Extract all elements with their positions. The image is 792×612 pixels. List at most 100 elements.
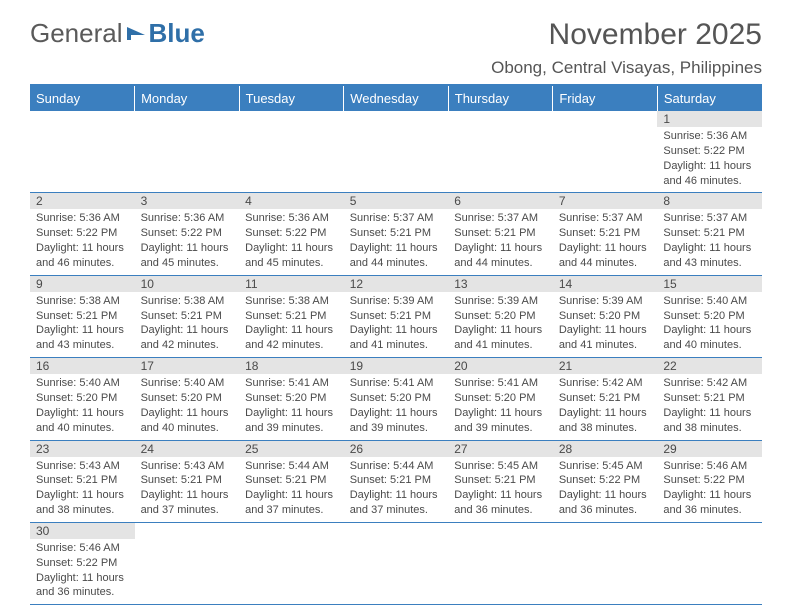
calendar-cell: 24Sunrise: 5:43 AMSunset: 5:21 PMDayligh… — [135, 440, 240, 522]
day-details: Sunrise: 5:44 AMSunset: 5:21 PMDaylight:… — [344, 457, 449, 522]
calendar-cell: 29Sunrise: 5:46 AMSunset: 5:22 PMDayligh… — [657, 440, 762, 522]
calendar-cell: 27Sunrise: 5:45 AMSunset: 5:21 PMDayligh… — [448, 440, 553, 522]
day-number: 10 — [135, 276, 240, 292]
day-number: 15 — [657, 276, 762, 292]
day-number: 21 — [553, 358, 658, 374]
calendar-table: Sunday Monday Tuesday Wednesday Thursday… — [30, 86, 762, 605]
day-number: 18 — [239, 358, 344, 374]
calendar-cell: 4Sunrise: 5:36 AMSunset: 5:22 PMDaylight… — [239, 193, 344, 275]
calendar-cell: 5Sunrise: 5:37 AMSunset: 5:21 PMDaylight… — [344, 193, 449, 275]
calendar-cell — [553, 522, 658, 604]
calendar-cell: 9Sunrise: 5:38 AMSunset: 5:21 PMDaylight… — [30, 275, 135, 357]
calendar-cell: 19Sunrise: 5:41 AMSunset: 5:20 PMDayligh… — [344, 358, 449, 440]
calendar-cell: 8Sunrise: 5:37 AMSunset: 5:21 PMDaylight… — [657, 193, 762, 275]
day-details: Sunrise: 5:36 AMSunset: 5:22 PMDaylight:… — [239, 209, 344, 274]
calendar-week-row: 30Sunrise: 5:46 AMSunset: 5:22 PMDayligh… — [30, 522, 762, 604]
day-details: Sunrise: 5:39 AMSunset: 5:20 PMDaylight:… — [448, 292, 553, 357]
day-details: Sunrise: 5:39 AMSunset: 5:20 PMDaylight:… — [553, 292, 658, 357]
day-number: 6 — [448, 193, 553, 209]
title-block: November 2025 Obong, Central Visayas, Ph… — [491, 18, 762, 78]
weekday-header: Wednesday — [344, 86, 449, 111]
day-details: Sunrise: 5:46 AMSunset: 5:22 PMDaylight:… — [30, 539, 135, 604]
calendar-cell: 7Sunrise: 5:37 AMSunset: 5:21 PMDaylight… — [553, 193, 658, 275]
calendar-week-row: 1Sunrise: 5:36 AMSunset: 5:22 PMDaylight… — [30, 111, 762, 193]
calendar-cell: 17Sunrise: 5:40 AMSunset: 5:20 PMDayligh… — [135, 358, 240, 440]
day-number: 26 — [344, 441, 449, 457]
day-details: Sunrise: 5:40 AMSunset: 5:20 PMDaylight:… — [30, 374, 135, 439]
weekday-header: Thursday — [448, 86, 553, 111]
calendar-cell: 6Sunrise: 5:37 AMSunset: 5:21 PMDaylight… — [448, 193, 553, 275]
day-number: 2 — [30, 193, 135, 209]
calendar-cell: 14Sunrise: 5:39 AMSunset: 5:20 PMDayligh… — [553, 275, 658, 357]
day-number: 14 — [553, 276, 658, 292]
day-number: 23 — [30, 441, 135, 457]
day-details: Sunrise: 5:45 AMSunset: 5:22 PMDaylight:… — [553, 457, 658, 522]
calendar-cell: 20Sunrise: 5:41 AMSunset: 5:20 PMDayligh… — [448, 358, 553, 440]
day-number: 16 — [30, 358, 135, 374]
logo: General Blue — [30, 18, 205, 49]
calendar-cell: 22Sunrise: 5:42 AMSunset: 5:21 PMDayligh… — [657, 358, 762, 440]
weekday-header: Saturday — [657, 86, 762, 111]
day-details: Sunrise: 5:37 AMSunset: 5:21 PMDaylight:… — [657, 209, 762, 274]
day-details: Sunrise: 5:41 AMSunset: 5:20 PMDaylight:… — [239, 374, 344, 439]
calendar-cell — [30, 111, 135, 193]
day-number: 9 — [30, 276, 135, 292]
day-number: 1 — [657, 111, 762, 127]
day-details: Sunrise: 5:42 AMSunset: 5:21 PMDaylight:… — [657, 374, 762, 439]
calendar-week-row: 16Sunrise: 5:40 AMSunset: 5:20 PMDayligh… — [30, 358, 762, 440]
day-number: 13 — [448, 276, 553, 292]
calendar-cell — [135, 111, 240, 193]
calendar-cell — [657, 522, 762, 604]
day-number: 3 — [135, 193, 240, 209]
day-details: Sunrise: 5:44 AMSunset: 5:21 PMDaylight:… — [239, 457, 344, 522]
day-number: 8 — [657, 193, 762, 209]
day-details: Sunrise: 5:38 AMSunset: 5:21 PMDaylight:… — [30, 292, 135, 357]
calendar-week-row: 23Sunrise: 5:43 AMSunset: 5:21 PMDayligh… — [30, 440, 762, 522]
weekday-header: Friday — [553, 86, 658, 111]
weekday-header: Sunday — [30, 86, 135, 111]
day-number: 25 — [239, 441, 344, 457]
day-details: Sunrise: 5:43 AMSunset: 5:21 PMDaylight:… — [30, 457, 135, 522]
calendar-cell — [448, 111, 553, 193]
day-details: Sunrise: 5:37 AMSunset: 5:21 PMDaylight:… — [344, 209, 449, 274]
month-title: November 2025 — [491, 18, 762, 52]
calendar-cell: 23Sunrise: 5:43 AMSunset: 5:21 PMDayligh… — [30, 440, 135, 522]
day-number: 11 — [239, 276, 344, 292]
day-number: 24 — [135, 441, 240, 457]
calendar-cell — [553, 111, 658, 193]
day-number: 29 — [657, 441, 762, 457]
calendar-cell — [344, 111, 449, 193]
logo-text-1: General — [30, 18, 123, 49]
calendar-cell: 25Sunrise: 5:44 AMSunset: 5:21 PMDayligh… — [239, 440, 344, 522]
day-details: Sunrise: 5:40 AMSunset: 5:20 PMDaylight:… — [657, 292, 762, 357]
day-details: Sunrise: 5:41 AMSunset: 5:20 PMDaylight:… — [448, 374, 553, 439]
weekday-header: Tuesday — [239, 86, 344, 111]
day-details: Sunrise: 5:36 AMSunset: 5:22 PMDaylight:… — [135, 209, 240, 274]
location: Obong, Central Visayas, Philippines — [491, 58, 762, 78]
calendar-cell: 18Sunrise: 5:41 AMSunset: 5:20 PMDayligh… — [239, 358, 344, 440]
day-details: Sunrise: 5:40 AMSunset: 5:20 PMDaylight:… — [135, 374, 240, 439]
calendar-cell — [344, 522, 449, 604]
calendar-cell — [135, 522, 240, 604]
calendar-cell: 2Sunrise: 5:36 AMSunset: 5:22 PMDaylight… — [30, 193, 135, 275]
day-number: 28 — [553, 441, 658, 457]
day-details: Sunrise: 5:45 AMSunset: 5:21 PMDaylight:… — [448, 457, 553, 522]
day-details: Sunrise: 5:37 AMSunset: 5:21 PMDaylight:… — [448, 209, 553, 274]
day-number: 7 — [553, 193, 658, 209]
calendar-cell — [239, 522, 344, 604]
calendar-cell: 1Sunrise: 5:36 AMSunset: 5:22 PMDaylight… — [657, 111, 762, 193]
calendar-cell: 3Sunrise: 5:36 AMSunset: 5:22 PMDaylight… — [135, 193, 240, 275]
day-number: 12 — [344, 276, 449, 292]
day-details: Sunrise: 5:42 AMSunset: 5:21 PMDaylight:… — [553, 374, 658, 439]
day-details: Sunrise: 5:36 AMSunset: 5:22 PMDaylight:… — [657, 127, 762, 192]
calendar-cell: 10Sunrise: 5:38 AMSunset: 5:21 PMDayligh… — [135, 275, 240, 357]
day-details: Sunrise: 5:46 AMSunset: 5:22 PMDaylight:… — [657, 457, 762, 522]
calendar-cell: 28Sunrise: 5:45 AMSunset: 5:22 PMDayligh… — [553, 440, 658, 522]
logo-text-2: Blue — [149, 18, 205, 49]
calendar-cell: 15Sunrise: 5:40 AMSunset: 5:20 PMDayligh… — [657, 275, 762, 357]
calendar-week-row: 9Sunrise: 5:38 AMSunset: 5:21 PMDaylight… — [30, 275, 762, 357]
day-number: 30 — [30, 523, 135, 539]
day-details: Sunrise: 5:36 AMSunset: 5:22 PMDaylight:… — [30, 209, 135, 274]
calendar-cell — [239, 111, 344, 193]
day-details: Sunrise: 5:39 AMSunset: 5:21 PMDaylight:… — [344, 292, 449, 357]
